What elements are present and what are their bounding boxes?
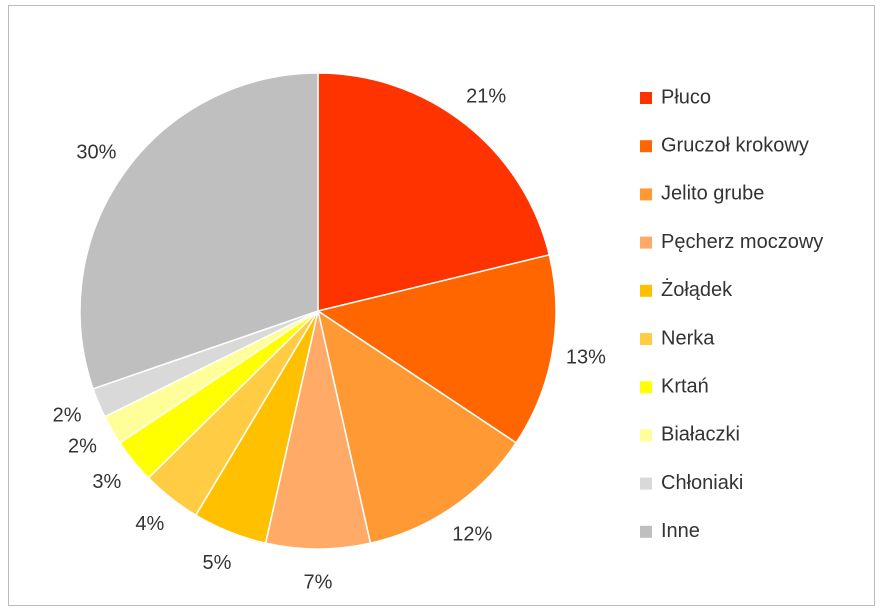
legend-label: Krtań (661, 375, 709, 397)
legend-label: Białaczki (661, 424, 740, 446)
data-label: 4% (135, 513, 164, 535)
legend-swatch (640, 429, 652, 442)
pie-slice (316, 309, 518, 545)
data-label: 13% (566, 347, 606, 369)
legend-swatch (640, 333, 652, 345)
legend-swatch (640, 188, 652, 201)
legend-label: Inne (661, 520, 700, 542)
data-label: 2% (68, 435, 97, 457)
pie-slice (264, 310, 372, 550)
legend-label: Żołądek (661, 278, 733, 301)
legend-label: Płuco (661, 86, 711, 108)
legend-label: Gruczoł krokowy (661, 134, 809, 156)
legend-label: Nerka (661, 327, 715, 349)
data-label: 7% (304, 571, 333, 593)
legend-swatch (640, 477, 652, 490)
legend-label: Chłoniaki (661, 472, 743, 494)
legend-label: Jelito grube (661, 183, 764, 205)
pie-slice (317, 72, 551, 312)
data-label: 21% (466, 85, 506, 107)
legend-swatch (640, 381, 652, 394)
legend-swatch (640, 236, 652, 249)
pie-slice (79, 72, 319, 390)
legend-swatch (640, 284, 652, 297)
data-label: 5% (202, 552, 231, 574)
legend-swatch (640, 525, 652, 538)
pie-slice (316, 253, 557, 444)
data-label: 2% (53, 404, 82, 426)
data-label: 3% (92, 471, 121, 493)
legend-swatch (640, 92, 652, 104)
data-label: 12% (452, 523, 492, 545)
data-label: 30% (76, 142, 116, 164)
legend-swatch (640, 140, 652, 153)
legend-label: Pęcherz moczowy (661, 231, 823, 253)
